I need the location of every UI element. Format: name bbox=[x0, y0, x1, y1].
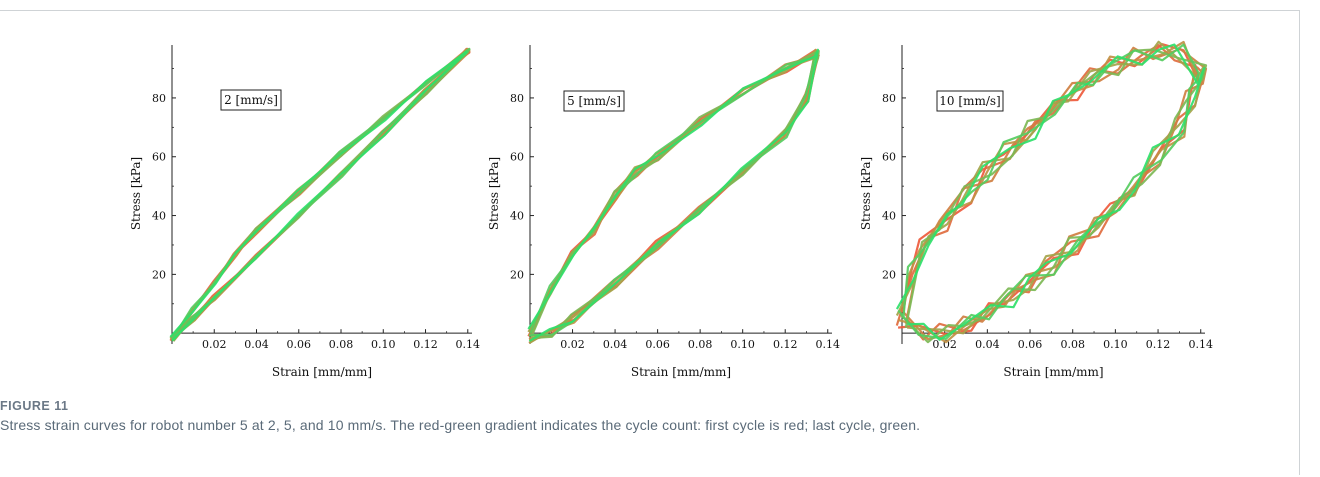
x-tick-label: 0.02 bbox=[202, 338, 227, 351]
frame-top-rule bbox=[0, 10, 1300, 11]
x-tick-label: 0.10 bbox=[730, 338, 755, 351]
y-tick-label: 60 bbox=[882, 151, 896, 164]
cycle-curve-2 bbox=[895, 43, 1206, 341]
figure-label: FIGURE 11 bbox=[0, 399, 69, 413]
cycle-curve-4 bbox=[897, 40, 1200, 344]
cycle-curve-1 bbox=[897, 43, 1200, 336]
y-tick-label: 40 bbox=[152, 210, 166, 223]
x-tick-label: 0.08 bbox=[329, 338, 354, 351]
y-tick-label: 60 bbox=[152, 151, 166, 164]
y-tick-label: 60 bbox=[510, 151, 524, 164]
x-tick-label: 0.06 bbox=[287, 338, 312, 351]
speed-annotation-label: 10 [mm/s] bbox=[939, 94, 1000, 108]
x-tick-label: 0.12 bbox=[413, 338, 438, 351]
x-tick-label: 0.04 bbox=[975, 338, 1000, 351]
speed-annotation-box bbox=[936, 90, 1004, 112]
chart-panel-3: 0.02 0.04 0.06 0.08 0.10 0.12 0.14 20 40 60 80 Stra… bbox=[859, 40, 1213, 379]
x-tick-label: 0.08 bbox=[688, 338, 713, 351]
x-axis-label: Strain [mm/mm] bbox=[1003, 365, 1103, 379]
cycle-curve-8 bbox=[527, 48, 820, 343]
x-tick-label: 0.02 bbox=[932, 338, 957, 351]
x-tick-label: 0.12 bbox=[1146, 338, 1171, 351]
x-tick-label: 0.04 bbox=[244, 338, 269, 351]
x-tick-label: 0.02 bbox=[560, 338, 585, 351]
x-tick-label: 0.06 bbox=[1018, 338, 1043, 351]
x-axis-label: Strain [mm/mm] bbox=[272, 365, 372, 379]
y-tick-label: 40 bbox=[882, 210, 896, 223]
x-tick-label: 0.14 bbox=[815, 338, 840, 351]
chart-panel-2: 0.02 0.04 0.06 0.08 0.10 0.12 0.14 20 40 60 80 Stra… bbox=[487, 45, 840, 379]
x-tick-label: 0.14 bbox=[456, 338, 481, 351]
y-tick-label: 40 bbox=[510, 210, 524, 223]
y-tick-label: 20 bbox=[152, 268, 166, 281]
y-tick-label: 80 bbox=[152, 92, 166, 105]
y-axis-label: Stress [kPa] bbox=[859, 157, 873, 230]
y-tick-label: 20 bbox=[510, 268, 524, 281]
speed-annotation-label: 2 [mm/s] bbox=[224, 93, 278, 107]
x-tick-label: 0.10 bbox=[1103, 338, 1128, 351]
x-tick-label: 0.06 bbox=[645, 338, 670, 351]
speed-annotation-box bbox=[220, 89, 282, 111]
y-tick-label: 80 bbox=[510, 92, 524, 105]
cycle-curve-7 bbox=[897, 43, 1200, 340]
y-axis-label: Stress [kPa] bbox=[487, 157, 501, 230]
speed-annotation-label: 5 [mm/s] bbox=[567, 94, 621, 108]
figure-area: 0.02 0.04 0.06 0.08 0.10 0.12 0.14 20 40 60 80 Stra… bbox=[129, 40, 1213, 379]
frame-right-rule bbox=[1299, 10, 1300, 475]
x-tick-label: 0.10 bbox=[371, 338, 396, 351]
cycle-curve-5 bbox=[895, 40, 1206, 335]
speed-annotation-box bbox=[563, 90, 625, 112]
x-tick-label: 0.04 bbox=[603, 338, 628, 351]
cycle-curve-8 bbox=[169, 50, 468, 342]
y-tick-label: 80 bbox=[882, 92, 896, 105]
x-axis-label: Strain [mm/mm] bbox=[631, 365, 731, 379]
stress-strain-charts: 0.02 0.04 0.06 0.08 0.10 0.12 0.14 20 40 60 80 Stra… bbox=[129, 40, 1213, 379]
figure-caption-text: Stress strain curves for robot number 5 … bbox=[0, 417, 921, 433]
y-tick-label: 20 bbox=[882, 268, 896, 281]
chart-panel-1: 0.02 0.04 0.06 0.08 0.10 0.12 0.14 20 40 60 80 Stra… bbox=[129, 45, 480, 379]
x-tick-label: 0.14 bbox=[1188, 338, 1213, 351]
x-tick-label: 0.12 bbox=[773, 338, 798, 351]
x-tick-label: 0.08 bbox=[1060, 338, 1085, 351]
cycle-curve-8 bbox=[895, 43, 1206, 341]
figure-caption: FIGURE 11 Stress strain curves for robot… bbox=[0, 399, 1290, 433]
y-axis-label: Stress [kPa] bbox=[129, 157, 143, 230]
